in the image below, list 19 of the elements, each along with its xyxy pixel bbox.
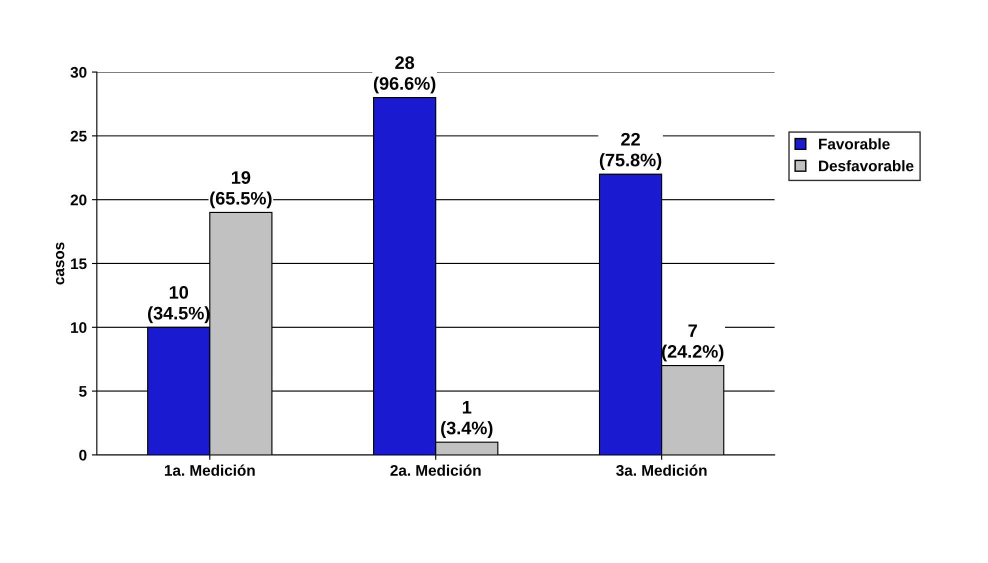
data-label: 1 (3.4%) bbox=[441, 401, 492, 438]
y-axis-title: casos bbox=[56, 242, 64, 285]
y-tick-label: 30 bbox=[70, 66, 86, 78]
y-tick-label: 15 bbox=[71, 258, 87, 270]
y-tick-label: 5 bbox=[79, 386, 87, 397]
data-label: 7 (24.2%) bbox=[662, 324, 724, 362]
legend-label: Desfavorable bbox=[819, 160, 914, 172]
legend-label: Favorable bbox=[819, 138, 890, 150]
data-label: 10 (34.5%) bbox=[148, 286, 210, 324]
x-tick-label: 1a. Medición bbox=[164, 464, 255, 476]
x-tick-label: 3a. Medición bbox=[616, 464, 707, 476]
y-tick-label: 10 bbox=[71, 322, 86, 333]
data-label: 28 (96.6%) bbox=[374, 56, 436, 94]
data-label: 22 (75.8%) bbox=[600, 132, 662, 170]
y-tick-label: 25 bbox=[70, 130, 87, 142]
y-tick-label: 20 bbox=[70, 194, 86, 206]
x-tick-label: 2a. Medición bbox=[390, 464, 481, 476]
data-label: 19 (65.5%) bbox=[210, 171, 272, 208]
y-tick-label: 0 bbox=[79, 450, 86, 461]
